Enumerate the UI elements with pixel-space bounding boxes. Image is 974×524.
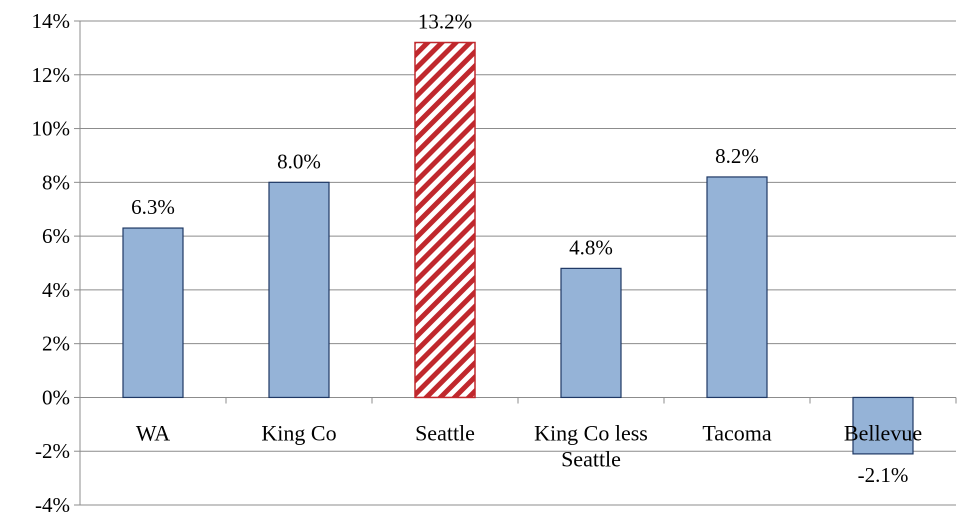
x-tick-label: Seattle — [561, 446, 621, 471]
gridlines — [80, 20, 956, 506]
y-tick-label: 12% — [32, 63, 71, 87]
bar-wa — [122, 227, 184, 399]
x-tick-label: WA — [136, 420, 170, 445]
data-label: 8.0% — [277, 149, 321, 173]
bar-king-co-less-seattle — [560, 267, 622, 399]
data-label: 8.2% — [715, 144, 759, 168]
x-tick-label: Tacoma — [702, 420, 772, 445]
data-label: 4.8% — [569, 235, 613, 259]
data-label: -2.1% — [858, 463, 909, 487]
axes — [74, 20, 957, 506]
data-label: 13.2% — [418, 10, 472, 34]
y-tick-label: 2% — [42, 332, 70, 356]
bar-bellevue — [852, 396, 914, 455]
y-tick-label: 14% — [32, 9, 71, 33]
y-tick-label: -4% — [35, 493, 70, 517]
labels: -4% -2% 0% 2% 4% 6% 8% 10% 12% 14% 6.3% 8.0% 13.2% 4.… — [32, 9, 923, 517]
bars — [122, 41, 914, 455]
y-tick-label: -2% — [35, 439, 70, 463]
y-tick-label: 6% — [42, 224, 70, 248]
bar-tacoma — [706, 176, 768, 399]
bar-king-co — [268, 181, 330, 399]
x-tick-label: King Co — [261, 420, 336, 445]
y-tick-label: 10% — [32, 117, 71, 141]
bar-seattle — [414, 41, 476, 399]
y-tick-label: 0% — [42, 385, 70, 409]
x-tick-label: Bellevue — [844, 420, 922, 445]
data-label: 6.3% — [131, 195, 175, 219]
x-tick-label: Seattle — [415, 420, 475, 445]
y-tick-label: 4% — [42, 278, 70, 302]
y-tick-label: 8% — [42, 170, 70, 194]
x-tick-label: King Co less — [534, 420, 648, 445]
